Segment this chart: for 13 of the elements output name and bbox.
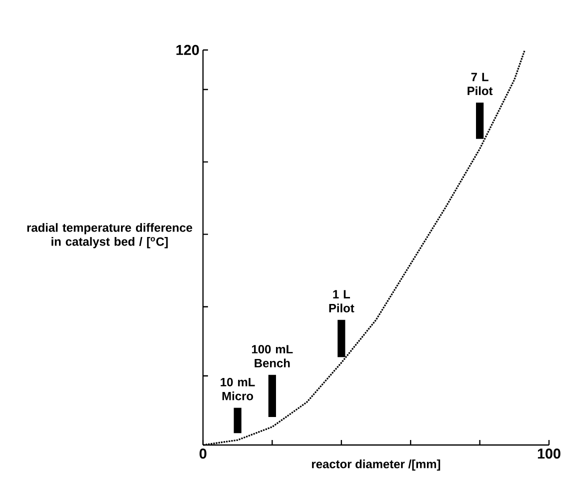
bar bbox=[268, 374, 276, 418]
y-axis-title: radial temperature difference in catalyst bed / [$^{o}$C] bbox=[27, 223, 192, 248]
y-tick-label: 120 bbox=[176, 44, 199, 56]
x-axis-title: reactor diameter /[mm] bbox=[312, 460, 440, 471]
annotation: 7 L Pilot bbox=[468, 72, 493, 96]
bar bbox=[234, 408, 242, 434]
annotation: 100 mL Bench bbox=[252, 344, 293, 368]
annotation: 10 mL Micro bbox=[220, 378, 255, 400]
x-tick-label: 100 bbox=[538, 448, 560, 459]
bar bbox=[338, 320, 346, 358]
x-tick-label: 0 bbox=[200, 448, 206, 459]
annotation: 1 L Pilot bbox=[329, 290, 354, 312]
bar bbox=[476, 102, 484, 139]
